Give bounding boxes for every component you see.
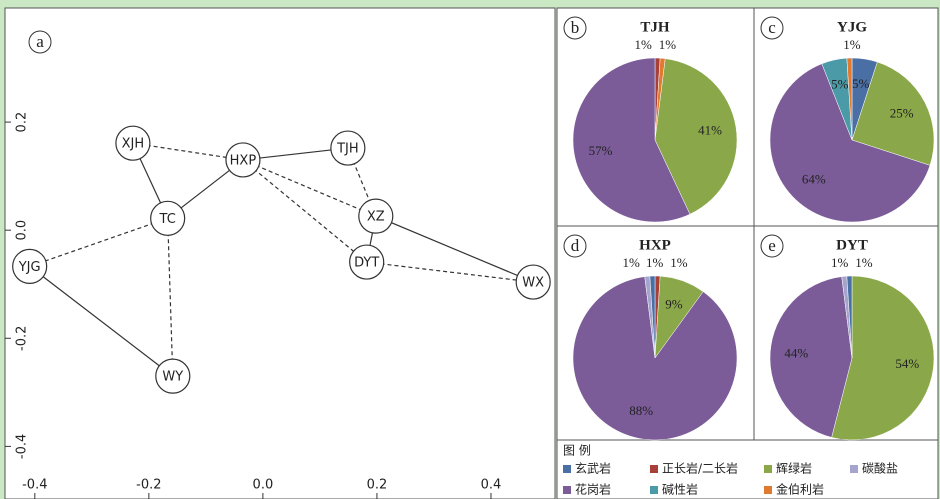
legend-label: 花岗岩	[575, 482, 611, 497]
pie-slice	[769, 276, 853, 438]
node	[515, 264, 551, 300]
panel-badge	[760, 16, 784, 40]
node	[12, 248, 48, 285]
pie-label: 5%	[852, 76, 870, 91]
pie-label: 1%	[843, 37, 861, 52]
pie-label: 1%	[622, 255, 640, 270]
node-label: WY	[162, 370, 183, 385]
pie-label: 1%	[659, 37, 677, 52]
node-label: YJG	[18, 260, 41, 275]
x-tick-label: 0.0	[253, 478, 274, 493]
pie-label: 1%	[831, 255, 849, 270]
node	[155, 358, 191, 394]
legend-swatch	[764, 465, 772, 473]
pie-slice	[572, 57, 691, 223]
legend-swatch	[563, 465, 571, 473]
edge	[347, 147, 377, 217]
pie-slice	[654, 58, 738, 215]
pie-label: 44%	[784, 345, 808, 360]
node-label: XJH	[122, 137, 145, 152]
panel-badge	[28, 30, 52, 54]
panel-letter: c	[768, 18, 776, 37]
node-label: WX	[522, 276, 544, 291]
legend-label: 辉绿岩	[776, 461, 812, 476]
legend-swatch	[650, 486, 658, 494]
node	[115, 125, 151, 161]
edge	[167, 218, 174, 377]
pie-title: DYT	[836, 237, 868, 253]
panel-letter: b	[571, 18, 580, 37]
node-label: TJH	[336, 142, 359, 157]
legend-label: 玄武岩	[575, 461, 611, 476]
node	[349, 244, 385, 280]
pie-slice	[769, 63, 931, 223]
pie-label: 5%	[831, 77, 849, 92]
legend-label: 碳酸盐	[862, 461, 898, 476]
edge	[242, 159, 368, 263]
pie-title: HXP	[639, 237, 671, 253]
pie-slice	[572, 276, 738, 441]
pie-label: 1%	[670, 255, 688, 270]
pie-slice	[846, 57, 853, 141]
pie-title: YJG	[837, 19, 867, 35]
pie-slice	[831, 275, 935, 441]
panel-badge	[760, 234, 784, 258]
node	[330, 130, 366, 166]
edge	[132, 142, 244, 161]
legend-title: 图 例	[563, 444, 591, 458]
panel-letter: d	[571, 236, 580, 255]
node	[225, 142, 261, 178]
legend-label: 金伯利岩	[776, 482, 824, 497]
pie-label: 64%	[802, 172, 826, 187]
panel-a	[4, 7, 556, 499]
panel-badge	[563, 16, 587, 40]
panel-badge	[563, 234, 587, 258]
legend-label: 碱性岩	[662, 482, 698, 497]
x-tick-label: 0.2	[367, 478, 388, 493]
pie-label: 1%	[634, 37, 652, 52]
x-tick-label: -0.2	[136, 478, 161, 493]
pie-label: 57%	[589, 143, 613, 158]
legend-swatch	[563, 486, 571, 494]
y-tick-label: 0.2	[15, 112, 30, 133]
panel-letter: e	[768, 236, 776, 255]
y-tick-label: -0.4	[15, 434, 30, 459]
y-tick-label: 0.0	[15, 220, 30, 241]
pie-label: 41%	[698, 122, 722, 137]
edge	[29, 265, 174, 377]
edge	[375, 215, 534, 283]
node	[150, 200, 186, 236]
legend-swatch	[650, 465, 658, 473]
pie-slice	[846, 275, 853, 359]
legend-swatch	[850, 465, 858, 473]
edge	[29, 217, 168, 267]
pie-label: 88%	[629, 403, 653, 418]
pie-slice	[851, 61, 935, 166]
pie-slice	[649, 275, 656, 359]
x-tick-label: 0.4	[481, 478, 502, 493]
node-label: TC	[159, 212, 176, 227]
node	[358, 198, 394, 234]
node-label: HXP	[230, 153, 257, 168]
node-label: DYT	[354, 256, 379, 271]
y-tick-label: -0.2	[15, 326, 30, 351]
x-tick-label: -0.4	[22, 478, 47, 493]
pie-label: 54%	[895, 356, 919, 371]
legend-swatch	[764, 486, 772, 494]
node-label: XZ	[367, 210, 385, 225]
legend-label: 正长岩/二长岩	[662, 461, 738, 476]
pie-label: 9%	[665, 297, 683, 312]
panel-letter: a	[36, 32, 44, 51]
edge	[242, 159, 377, 217]
pie-label: 1%	[646, 255, 664, 270]
pie-label: 25%	[890, 106, 914, 121]
pie-label: 1%	[855, 255, 873, 270]
pie-title: TJH	[640, 19, 670, 35]
